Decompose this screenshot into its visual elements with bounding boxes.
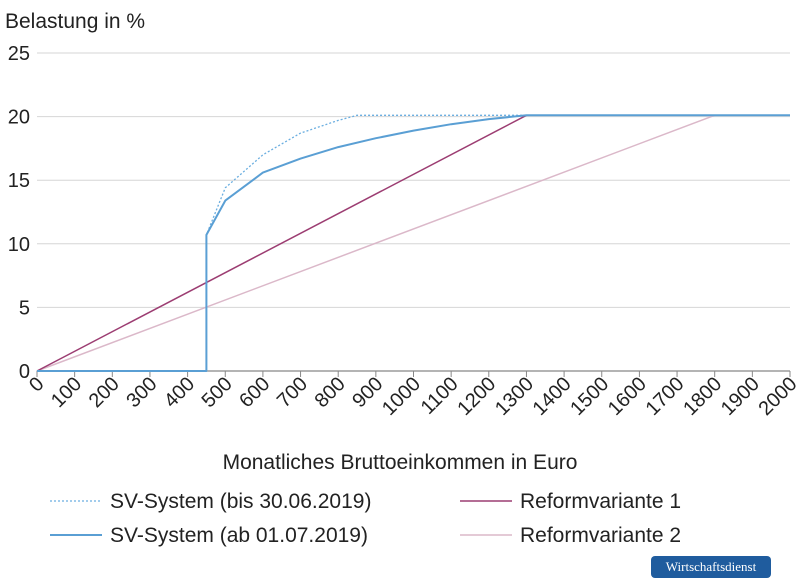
series-line-3 — [36, 114, 790, 372]
x-tick-label: 100 — [47, 373, 86, 412]
y-tick-label: 15 — [8, 170, 30, 192]
x-tick-label: 200 — [85, 373, 124, 412]
y-tick-label: 25 — [8, 43, 30, 65]
x-tick-label: 600 — [235, 373, 274, 412]
y-tick-label: 5 — [19, 297, 30, 319]
x-tick-label: 500 — [198, 373, 237, 412]
y-axis-label: Belastung in % — [5, 10, 145, 33]
y-tick-label: 0 — [19, 361, 30, 383]
x-tick-label: 700 — [273, 373, 312, 412]
x-tick-label: 1100 — [417, 373, 463, 419]
x-tick-label: 1700 — [642, 373, 689, 420]
wirtschaftsdienst-logo: Wirtschaftsdienst — [651, 556, 771, 578]
x-tick-label: 1800 — [679, 373, 726, 420]
legend-label: SV-System (ab 01.07.2019) — [110, 524, 368, 547]
x-tick-label: 300 — [122, 373, 161, 412]
x-tick-label: 800 — [311, 373, 350, 412]
x-tick-label: 1200 — [453, 373, 500, 420]
x-tick-label: 2000 — [755, 373, 800, 420]
series-line-4 — [36, 114, 790, 372]
y-tick-label: 20 — [8, 107, 30, 129]
x-tick-label: 1300 — [491, 373, 538, 420]
series-line-1 — [37, 114, 790, 372]
x-axis-label: Monatliches Bruttoeinkommen in Euro — [223, 451, 578, 474]
legend-label: Reformvariante 1 — [520, 490, 681, 513]
legend-label: Reformvariante 2 — [520, 524, 681, 547]
legend-label: SV-System (bis 30.06.2019) — [110, 490, 371, 513]
x-tick-label: 400 — [160, 373, 199, 412]
x-tick-label: 1500 — [566, 373, 613, 420]
y-tick-label: 10 — [8, 234, 30, 256]
x-tick-label: 1000 — [378, 373, 425, 420]
x-tick-label: 1400 — [529, 373, 576, 420]
x-tick-label: 1600 — [604, 373, 651, 420]
x-tick-label: 1900 — [717, 373, 764, 420]
series-line-2 — [37, 114, 790, 372]
